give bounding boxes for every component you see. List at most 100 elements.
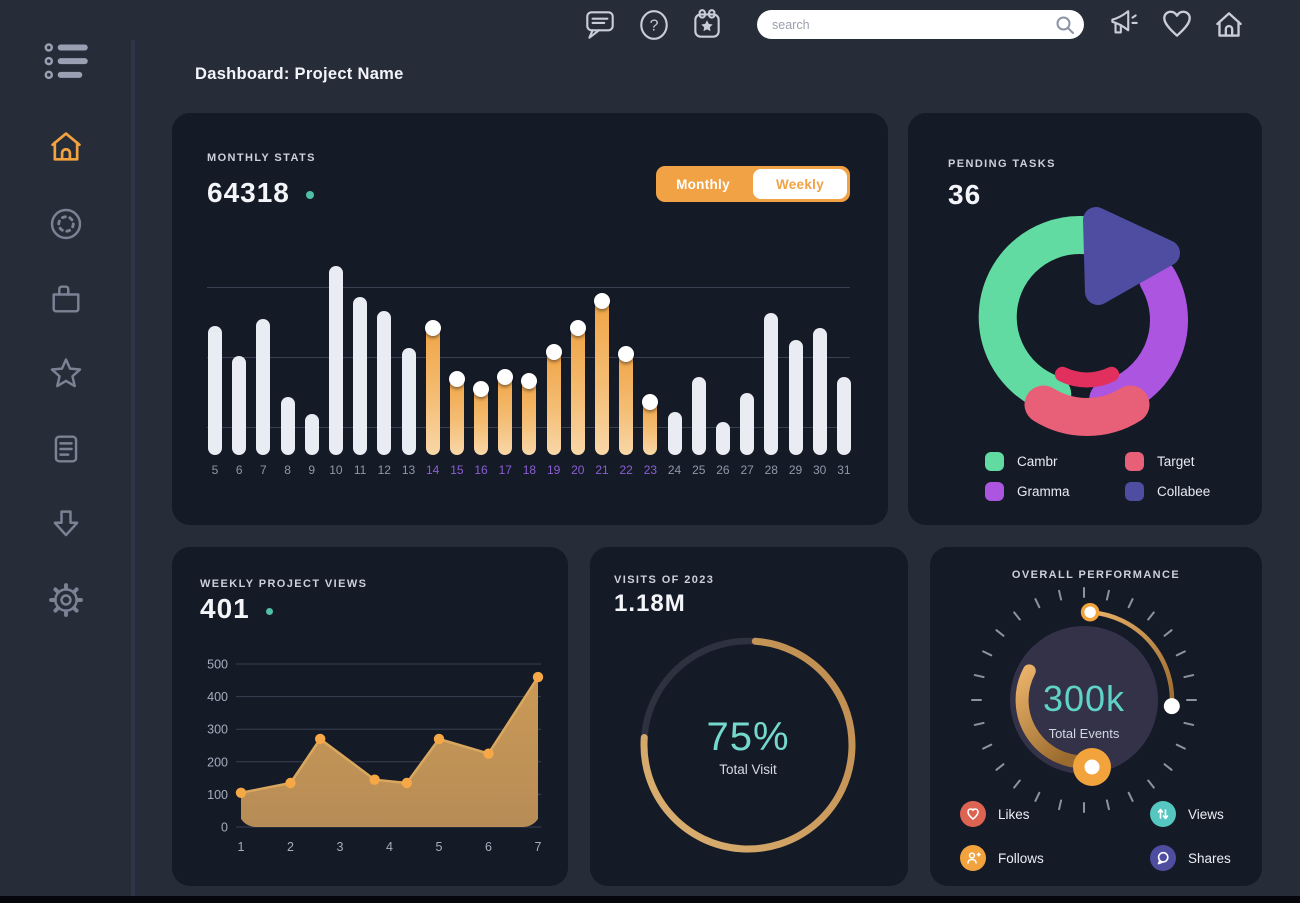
bar-day-29 [788,339,803,455]
notes-icon [54,435,78,463]
x-tick-label: 19 [546,463,561,477]
svg-text:6: 6 [485,840,492,854]
gauge-knob-right[interactable] [1163,698,1180,715]
chat-bubble-icon [1150,845,1176,871]
heart-icon[interactable] [1159,7,1195,43]
sidebar-item-downloads[interactable] [47,506,85,544]
svg-text:100: 100 [207,788,228,802]
x-tick-label: 25 [692,463,706,477]
bar-peak-dot [642,394,659,411]
bar-peak-dot [497,369,514,386]
sidebar-item-notes[interactable] [47,430,85,468]
svg-text:4: 4 [386,840,393,854]
sidebar-item-settings[interactable] [47,581,85,619]
bar-day-31 [836,377,851,455]
sidebar-item-dashboard[interactable] [47,205,85,243]
sidebar-divider [131,40,135,897]
perf-legend-likes[interactable]: Likes [960,792,1150,836]
page-title: Dashboard: Project Name [195,65,404,83]
gauge-knob-top[interactable] [1080,602,1100,622]
toggle-weekly[interactable]: Weekly [753,169,847,199]
x-tick-label: 13 [401,463,416,477]
ring-progress [640,637,856,853]
donut-segment-gramma [1089,260,1188,419]
toggle-monthly[interactable]: Monthly [676,176,730,192]
bar-day-22 [618,345,635,455]
person-add-icon [960,845,986,871]
donut-segment-cambr [978,216,1134,414]
donut-segment-target [1024,385,1150,436]
svg-text:400: 400 [207,690,228,704]
legend-swatch [1125,481,1144,501]
tasks-donut-chart [978,207,1188,436]
chat-icon[interactable] [582,7,618,43]
performance-card: OVERALL PERFORMANCE 300k Total Events [930,547,1262,886]
gridline [207,287,850,289]
bar-peak-dot [473,380,490,397]
card-label: OVERALL PERFORMANCE [1011,569,1181,581]
menu-icon [44,43,88,80]
trend-dot [305,191,314,199]
perf-legend-views[interactable]: Views [1150,792,1262,836]
svg-text:2: 2 [287,840,294,854]
calendar-icon[interactable] [689,7,725,43]
x-tick-label: 26 [716,463,730,477]
perf-legend-follows[interactable]: Follows [960,836,1150,880]
legend-item-collabee[interactable]: Collabee [1125,476,1265,506]
bar-series [208,260,851,455]
bar-day-24 [667,412,682,455]
data-point [532,671,544,683]
x-tick-label: 31 [837,463,851,477]
pending-tasks-card: PENDING TASKS 36 Cambr Target Gramma Col… [908,113,1262,525]
performance-gauge [971,587,1197,813]
sidebar-item-menu[interactable] [44,42,96,80]
bar-peak-dot [569,320,586,337]
star-icon [50,358,82,388]
sidebar-item-home[interactable] [47,128,85,166]
svg-text:1: 1 [238,840,245,854]
legend-label: Cambr [1017,453,1058,469]
pending-tasks-value: 36 [948,179,982,210]
sidebar-item-favorites[interactable] [47,355,85,393]
x-tick-label: 16 [474,463,488,477]
legend-item-target[interactable]: Target [1125,446,1265,476]
x-tick-label: 11 [353,463,367,477]
legend-swatch [985,451,1004,471]
bar-day-15 [448,371,465,455]
bar-day-27 [740,392,755,455]
search-icon[interactable] [1052,12,1078,38]
legend-label: Collabee [1157,483,1211,499]
legend-item-cambr[interactable]: Cambr [985,446,1125,476]
heart-icon [960,801,986,827]
perf-legend-shares[interactable]: Shares [1150,836,1262,880]
bar-day-8 [280,396,295,455]
visits-value: 1.18M [614,590,686,617]
tasks-legend: Cambr Target Gramma Collabee [985,446,1265,506]
bar-day-12 [377,310,392,455]
legend-label: Target [1157,453,1195,469]
x-tick-label: 27 [740,463,754,477]
bar-peak-dot [618,345,635,362]
help-icon[interactable]: ? [636,7,672,43]
data-point [401,777,413,789]
x-tick-label: 18 [522,463,537,477]
bar-day-23 [642,394,659,455]
svg-text:300: 300 [207,723,228,737]
bar-day-20 [569,320,586,455]
home-icon[interactable] [1211,7,1247,43]
megaphone-icon[interactable] [1106,7,1142,43]
monthly-stats-value: 64318 [207,177,290,208]
bar-day-14 [424,320,441,455]
x-tick-label: 7 [260,463,267,477]
sidebar-item-projects[interactable] [47,280,85,318]
search-input[interactable] [757,17,1052,32]
gear-icon [49,583,83,617]
x-tick-label: 24 [667,463,682,477]
donut-segment-collabee [1083,207,1180,305]
card-label: WEEKLY PROJECT VIEWS [200,578,368,590]
legend-item-gramma[interactable]: Gramma [985,476,1125,506]
monthly-stats-card: MONTHLY STATS 64318 Monthly Weekly 5 6 7 8 9… [172,113,888,525]
svg-text:3: 3 [337,840,344,854]
legend-label: Gramma [1017,483,1070,499]
weekly-area-chart: 0 100 200 300 400 500 1 2 3 4 5 6 7 [207,658,544,854]
